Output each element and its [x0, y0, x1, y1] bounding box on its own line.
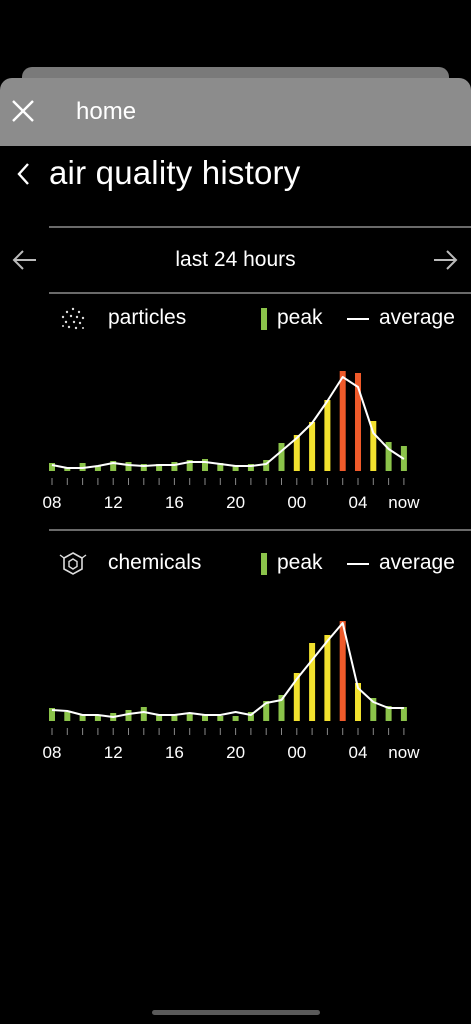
average-legend-label: average — [379, 551, 455, 574]
x-tick-label: 20 — [226, 743, 245, 762]
divider — [49, 226, 471, 228]
peak-bar — [125, 710, 132, 721]
peak-bar — [232, 465, 239, 471]
peak-bar — [49, 463, 55, 471]
peak-bar — [232, 716, 239, 721]
chart-title: chemicals — [108, 551, 202, 574]
peak-bar — [247, 464, 254, 471]
peak-bar — [217, 463, 224, 471]
x-tick-label: 00 — [287, 493, 306, 512]
peak-bar — [171, 715, 178, 721]
peak-legend-label: peak — [277, 551, 323, 574]
x-tick-label: now — [388, 743, 420, 762]
chemicals-icon — [59, 552, 87, 575]
peak-bar — [370, 698, 377, 721]
peak-bar — [324, 400, 331, 471]
peak-bar — [400, 707, 407, 721]
peak-bar — [64, 468, 71, 471]
peak-bar — [355, 683, 361, 721]
range-label: last 24 hours — [175, 248, 296, 271]
peak-bar — [110, 461, 117, 471]
x-tick-label: 04 — [349, 493, 368, 512]
peak-bar — [140, 464, 147, 471]
average-legend-swatch — [347, 563, 369, 565]
x-tick-label: 12 — [104, 493, 123, 512]
peak-bar — [171, 462, 178, 471]
range-selector: last 24 hours — [0, 242, 471, 282]
peak-bar — [94, 466, 101, 471]
particles-chart-header: particles peak average — [0, 302, 471, 336]
page-header: air quality history — [0, 150, 471, 200]
peak-bar — [309, 422, 316, 471]
peak-bar — [385, 706, 392, 721]
peak-bar — [263, 460, 270, 471]
chemicals-chart: 08 12 16 20 00 04 now — [43, 621, 420, 762]
peak-bar — [370, 421, 377, 471]
peak-bar — [156, 464, 163, 471]
x-tick-label: 20 — [226, 493, 245, 512]
peak-bar — [339, 371, 346, 471]
peak-bar — [186, 714, 193, 721]
x-tick-label: 00 — [287, 743, 306, 762]
peak-legend-swatch — [261, 308, 267, 330]
peak-bar — [202, 459, 208, 471]
peak-bar — [263, 701, 270, 721]
peak-bar — [324, 635, 331, 721]
average-legend-label: average — [379, 306, 455, 329]
peak-bar — [64, 712, 71, 721]
sheet-header: home — [0, 78, 471, 146]
peak-bar — [217, 716, 224, 721]
peak-bar — [186, 460, 193, 471]
x-tick-label: 04 — [349, 743, 368, 762]
peak-bar — [156, 715, 163, 721]
peak-bar — [79, 714, 86, 721]
peak-bar — [293, 435, 300, 471]
page-title: air quality history — [49, 154, 301, 191]
peak-legend-swatch — [261, 553, 267, 575]
x-tick-label: 16 — [165, 493, 184, 512]
peak-bar — [278, 695, 285, 721]
x-tick-label: now — [388, 493, 420, 512]
average-legend-swatch — [347, 318, 369, 320]
chemicals-chart-header: chemicals peak average — [0, 547, 471, 581]
back-chevron-icon[interactable] — [14, 160, 34, 188]
peak-bar — [293, 673, 300, 721]
peak-bar — [247, 712, 254, 721]
peak-bar — [140, 707, 147, 721]
divider — [49, 292, 471, 294]
x-tick-label: 08 — [43, 743, 62, 762]
previous-arrow-icon[interactable] — [11, 246, 39, 274]
peak-bar — [355, 373, 361, 471]
peak-legend-label: peak — [277, 306, 323, 329]
chart-title: particles — [108, 306, 187, 329]
x-tick-label: 16 — [165, 743, 184, 762]
peak-bar — [385, 442, 392, 471]
peak-bar — [94, 715, 101, 721]
peak-bar — [125, 462, 132, 471]
peak-bar — [49, 708, 55, 721]
particles-chart: 08 12 16 20 00 04 now — [43, 371, 420, 512]
sheet-title: home — [76, 98, 137, 125]
x-tick-label: 12 — [104, 743, 123, 762]
peak-bar — [339, 621, 346, 721]
close-icon[interactable] — [10, 98, 36, 124]
home-indicator[interactable] — [152, 1010, 320, 1015]
divider — [49, 529, 471, 531]
next-arrow-icon[interactable] — [431, 246, 459, 274]
x-tick-label: 08 — [43, 493, 62, 512]
peak-bar — [309, 643, 316, 721]
particles-icon — [61, 307, 85, 330]
peak-bar — [278, 443, 285, 471]
average-line — [51, 622, 404, 718]
average-line — [51, 376, 405, 469]
peak-bar — [202, 715, 208, 721]
